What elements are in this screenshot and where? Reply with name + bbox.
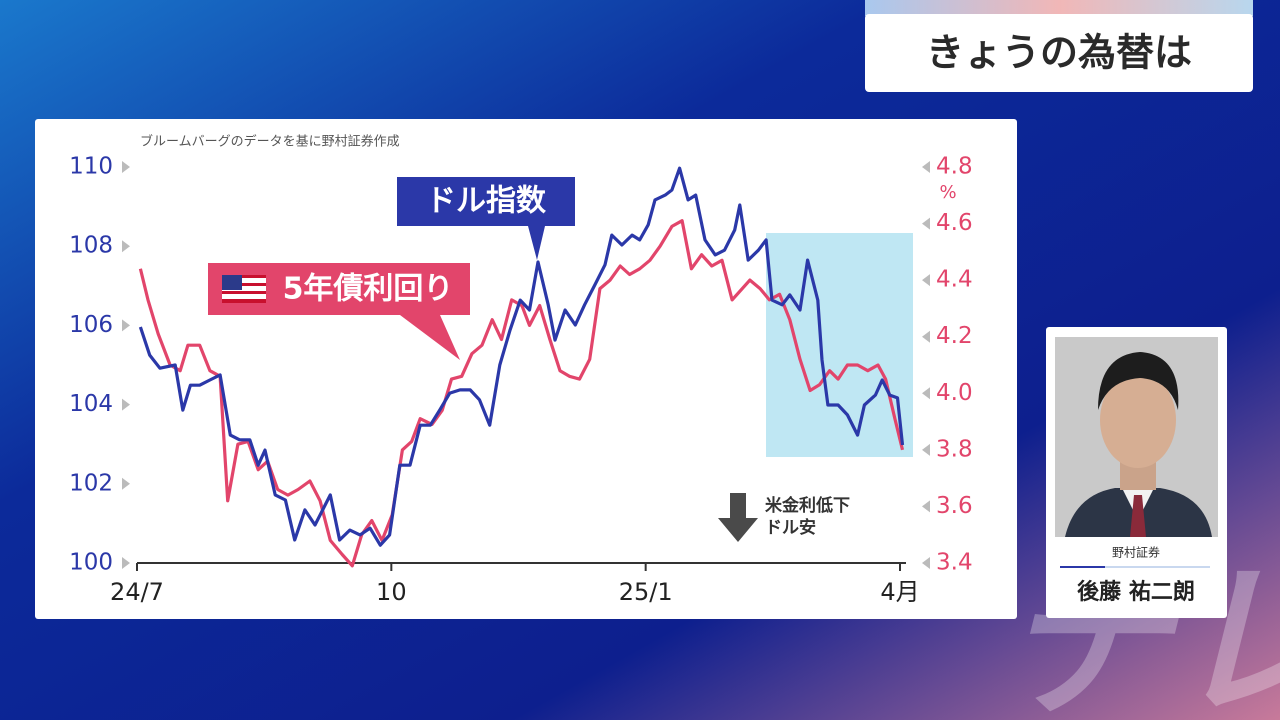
y2-tick-label: 4.8 xyxy=(936,154,973,180)
x-tick-label: 24/7 xyxy=(110,578,164,606)
y-tick xyxy=(122,477,130,490)
series-label: 5年債利回り xyxy=(283,272,454,307)
y-tick-label: 104 xyxy=(69,391,113,417)
callout-box xyxy=(397,177,575,260)
y2-tick xyxy=(922,217,930,230)
series-line xyxy=(138,219,905,568)
y2-tick xyxy=(922,443,930,456)
x-tick-label: 4月 xyxy=(880,578,919,606)
down-arrow xyxy=(718,493,758,542)
y-tick-label: 110 xyxy=(69,154,113,180)
y-tick-label: 108 xyxy=(69,233,113,259)
plot: 24/7 10 25/1 4月 100 102 104 106 108 110 3.4 3.6 3.8 4… xyxy=(69,154,972,607)
series-line xyxy=(138,166,905,547)
y-tick-label: 100 xyxy=(69,550,113,576)
x-tick-label: 10 xyxy=(376,578,407,606)
header-title: きょうの為替は xyxy=(926,31,1192,75)
guest-affiliation: 野村証券 xyxy=(1112,545,1160,560)
y2-tick xyxy=(922,161,930,173)
highlight-area xyxy=(766,233,913,457)
guest-name: 後藤 祐二朗 xyxy=(1077,579,1195,605)
us-flag xyxy=(222,275,266,303)
divider-accent xyxy=(1060,566,1105,568)
divider xyxy=(1060,566,1210,568)
chart-source: ブルームバーグのデータを基に野村証券作成 xyxy=(140,134,400,150)
y2-tick-label: 4.4 xyxy=(936,267,973,293)
y2-tick xyxy=(922,387,930,400)
y2-tick-label: 4.6 xyxy=(936,210,973,236)
y-tick-label: 102 xyxy=(69,470,113,496)
y2-tick xyxy=(922,557,930,569)
y2-tick-label: 4.0 xyxy=(936,380,973,406)
series-label: ドル指数 xyxy=(426,184,547,219)
annotation: 米金利低下 xyxy=(765,495,850,516)
y2-tick-label: 4.2 xyxy=(936,323,973,349)
y2-tick-label: 3.4 xyxy=(936,550,973,576)
header-box xyxy=(865,14,1253,92)
y-tick xyxy=(122,240,130,253)
y-tick xyxy=(122,398,130,411)
y-tick xyxy=(122,319,130,332)
y-tick xyxy=(122,557,130,569)
y2-tick xyxy=(922,330,930,343)
y-tick-label: 106 xyxy=(69,312,113,338)
y2-tick xyxy=(922,274,930,287)
callout-box xyxy=(208,263,470,360)
y2-tick-label: 3.8 xyxy=(936,436,973,462)
y2-unit: % xyxy=(939,182,956,203)
guest-photo xyxy=(1055,337,1218,537)
annotation: ドル安 xyxy=(765,517,816,538)
y2-tick-label: 3.6 xyxy=(936,493,973,519)
y-tick xyxy=(122,161,130,173)
header-strip xyxy=(865,0,1253,16)
x-tick-label: 25/1 xyxy=(619,578,673,606)
y2-tick xyxy=(922,500,930,513)
